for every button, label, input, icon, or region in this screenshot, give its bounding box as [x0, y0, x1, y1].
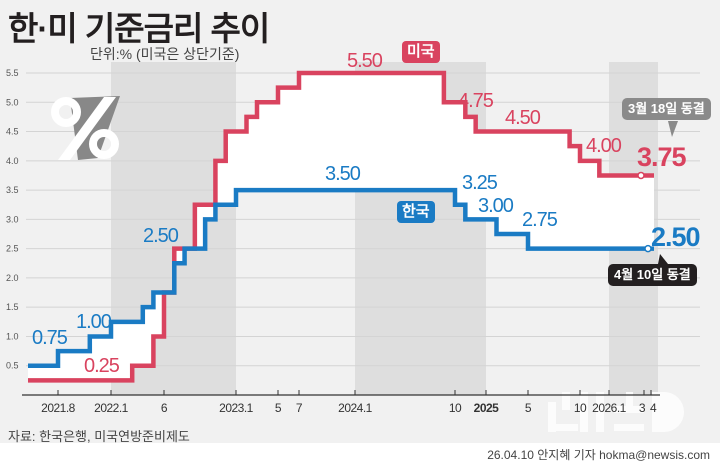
x-tick-label: 10	[449, 401, 462, 415]
logo-stroke	[596, 392, 604, 432]
page-title: 한·미 기준금리 추이	[8, 10, 270, 47]
kr-label-3.50: 3.50	[325, 163, 361, 185]
us-label-3.75: 3.75	[637, 142, 687, 172]
logo-stroke	[614, 424, 644, 431]
source-note: 자료: 한국은행, 미국연방준비제도	[8, 429, 190, 444]
logo-stroke	[626, 392, 633, 410]
between-area	[28, 73, 654, 381]
x-tick-label: 7	[296, 401, 303, 415]
x-tick-label: 3	[639, 401, 646, 415]
footer-strip	[0, 443, 720, 466]
korea-rate-line	[28, 187, 654, 368]
y-tick-label: 2.0	[6, 273, 19, 283]
percent-icon-slash	[58, 97, 116, 160]
x-tick-label: 5	[275, 401, 282, 415]
x-tick-label: 2023.1	[219, 401, 254, 415]
y-tick-label: 1.5	[6, 302, 19, 312]
x-tick-label: 2022.1	[94, 401, 129, 415]
y-tick-label: 5.0	[6, 97, 19, 107]
kr-label-2.75: 2.75	[522, 209, 558, 231]
y-tick-label: 1.0	[6, 331, 19, 341]
x-tick-label: 6	[161, 401, 168, 415]
y-tick-label: 4.0	[6, 156, 19, 166]
us-label-4.50: 4.50	[505, 107, 541, 129]
newsis-logo	[548, 392, 684, 432]
percent-icon-ring	[51, 97, 81, 127]
us-freeze-note: 3월 18일 동결	[622, 98, 711, 120]
y-tick-label: 3.0	[6, 214, 19, 224]
korea-end-marker	[644, 244, 652, 253]
logo-stroke	[548, 424, 578, 431]
logo-stroke	[562, 392, 570, 410]
x-tick-label: 10	[574, 401, 587, 415]
kr-label-0.75: 0.75	[32, 327, 68, 349]
unit-note: 단위:% (미국은 상단기준)	[90, 46, 240, 62]
x-tick-label: 5	[525, 401, 532, 415]
us-label-4.00: 4.00	[586, 135, 622, 157]
y-tick-label: 3.5	[6, 185, 19, 195]
korea-freeze-note: 4월 10일 동결	[608, 264, 697, 286]
x-tick-label: 2021.8	[41, 401, 76, 415]
percent-icon	[51, 96, 120, 160]
us-label-5.50: 5.50	[347, 50, 383, 72]
y-tick-label: 0.5	[6, 361, 19, 371]
logo-stroke	[548, 402, 556, 432]
legend-korea: 한국	[397, 201, 435, 223]
y-tick-label: 2.5	[6, 244, 19, 254]
us-rate-line	[28, 70, 654, 383]
us-end-marker	[637, 171, 645, 180]
y-tick-label: 5.5	[6, 68, 19, 78]
x-tick-label: 2025	[474, 401, 500, 415]
percent-icon-shadow	[70, 96, 120, 160]
percent-icon-ring	[89, 129, 119, 159]
kr-label-3.00: 3.00	[478, 195, 514, 217]
x-tick-label: 2026.1	[592, 401, 627, 415]
legend-us: 미국	[402, 41, 440, 63]
x-tick-label: 2024.1	[338, 401, 373, 415]
kr-label-2.50a: 2.50	[143, 225, 179, 247]
logo-stroke	[580, 392, 588, 432]
us-note-pointer	[668, 121, 678, 137]
kr-label-3.25: 3.25	[462, 172, 498, 194]
us-label-0.25: 0.25	[84, 355, 120, 377]
korea-note-pointer	[658, 254, 668, 264]
y-tick-label: 4.5	[6, 127, 19, 137]
credit: 26.04.10 안지혜 기자 hokma@newsis.com	[487, 448, 710, 462]
x-tick-label: 4	[650, 401, 657, 415]
us-label-4.75: 4.75	[458, 90, 494, 112]
kr-label-2.50: 2.50	[651, 222, 701, 252]
logo-stroke	[652, 392, 684, 432]
kr-label-1.00: 1.00	[76, 311, 112, 333]
